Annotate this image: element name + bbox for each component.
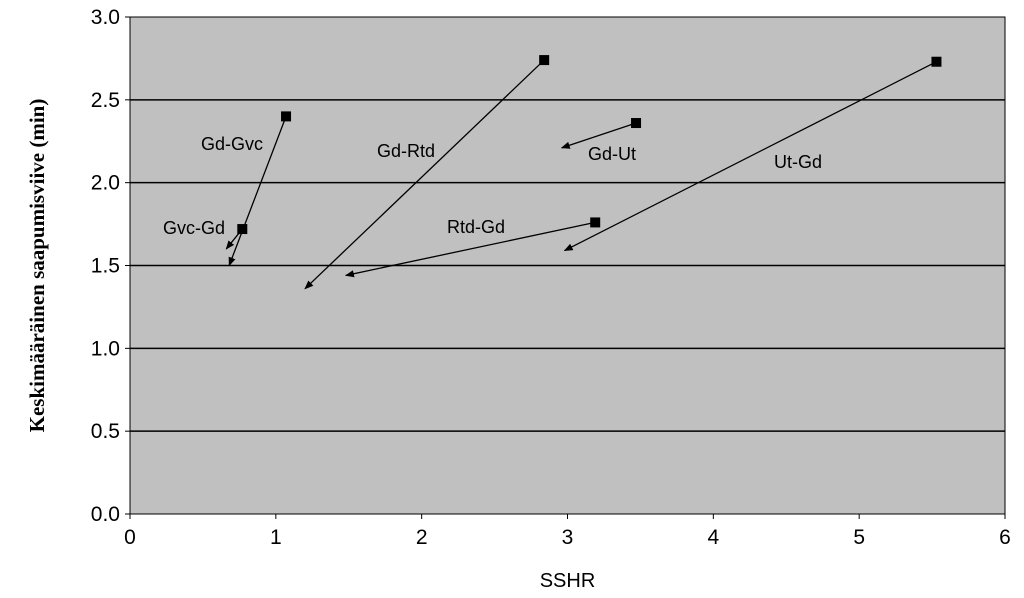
series-label: Gd-Rtd: [377, 141, 435, 161]
series-arrow-line: [560, 122, 637, 149]
series-label: Ut-Gd: [774, 152, 822, 172]
series-gd-rtd: Gd-Rtd: [304, 55, 550, 290]
series-arrow-line: [344, 221, 596, 278]
x-tick-label: 2: [416, 526, 428, 549]
y-tick-label: 1.0: [91, 337, 120, 360]
x-tick-label: 0: [124, 526, 136, 549]
series-gd-ut: Gd-Ut: [560, 118, 642, 164]
series-label: Gd-Ut: [588, 144, 636, 164]
series-marker: [590, 217, 601, 228]
series-marker: [281, 111, 292, 122]
x-tick-label: 4: [707, 526, 719, 549]
y-tick-label: 0.5: [91, 420, 120, 443]
y-tick-label: 3.0: [91, 6, 120, 29]
series-gvc-gd: Gvc-Gd: [163, 218, 248, 250]
series-label: Gd-Gvc: [201, 134, 263, 154]
y-axis-ticks: 0.0 0.5 1.0 1.5 2.0 2.5 3.0: [91, 6, 130, 526]
series-marker: [631, 118, 642, 129]
data-series: Gd-Gvc Gvc-Gd Gd-Rtd Gd-Ut Rtd-Gd Ut-Gd: [163, 55, 942, 290]
gridlines: [130, 99, 1005, 432]
series-arrow-line: [228, 116, 287, 267]
x-axis-title: SSHR: [540, 570, 596, 592]
series-rtd-gd: Rtd-Gd: [344, 217, 601, 278]
series-label: Gvc-Gd: [163, 218, 225, 238]
x-tick-label: 5: [853, 526, 865, 549]
y-axis-title: Keskimääräinen saapumisviive (min): [25, 99, 49, 433]
series-arrow-line: [563, 61, 937, 252]
series-gd-gvc: Gd-Gvc: [201, 111, 292, 267]
y-tick-label: 2.0: [91, 172, 120, 195]
series-marker: [539, 55, 550, 66]
x-tick-label: 1: [270, 526, 282, 549]
x-tick-label: 6: [999, 526, 1011, 549]
series-ut-gd: Ut-Gd: [563, 56, 942, 252]
y-tick-label: 1.5: [91, 255, 120, 278]
x-tick-label: 3: [562, 526, 574, 549]
y-tick-label: 0.0: [91, 503, 120, 526]
series-arrow-line: [304, 59, 545, 290]
series-marker: [931, 56, 942, 67]
y-tick-label: 2.5: [91, 89, 120, 112]
series-marker: [237, 224, 248, 235]
series-label: Rtd-Gd: [447, 217, 505, 237]
x-axis-ticks: 0 1 2 3 4 5 6: [124, 514, 1011, 549]
